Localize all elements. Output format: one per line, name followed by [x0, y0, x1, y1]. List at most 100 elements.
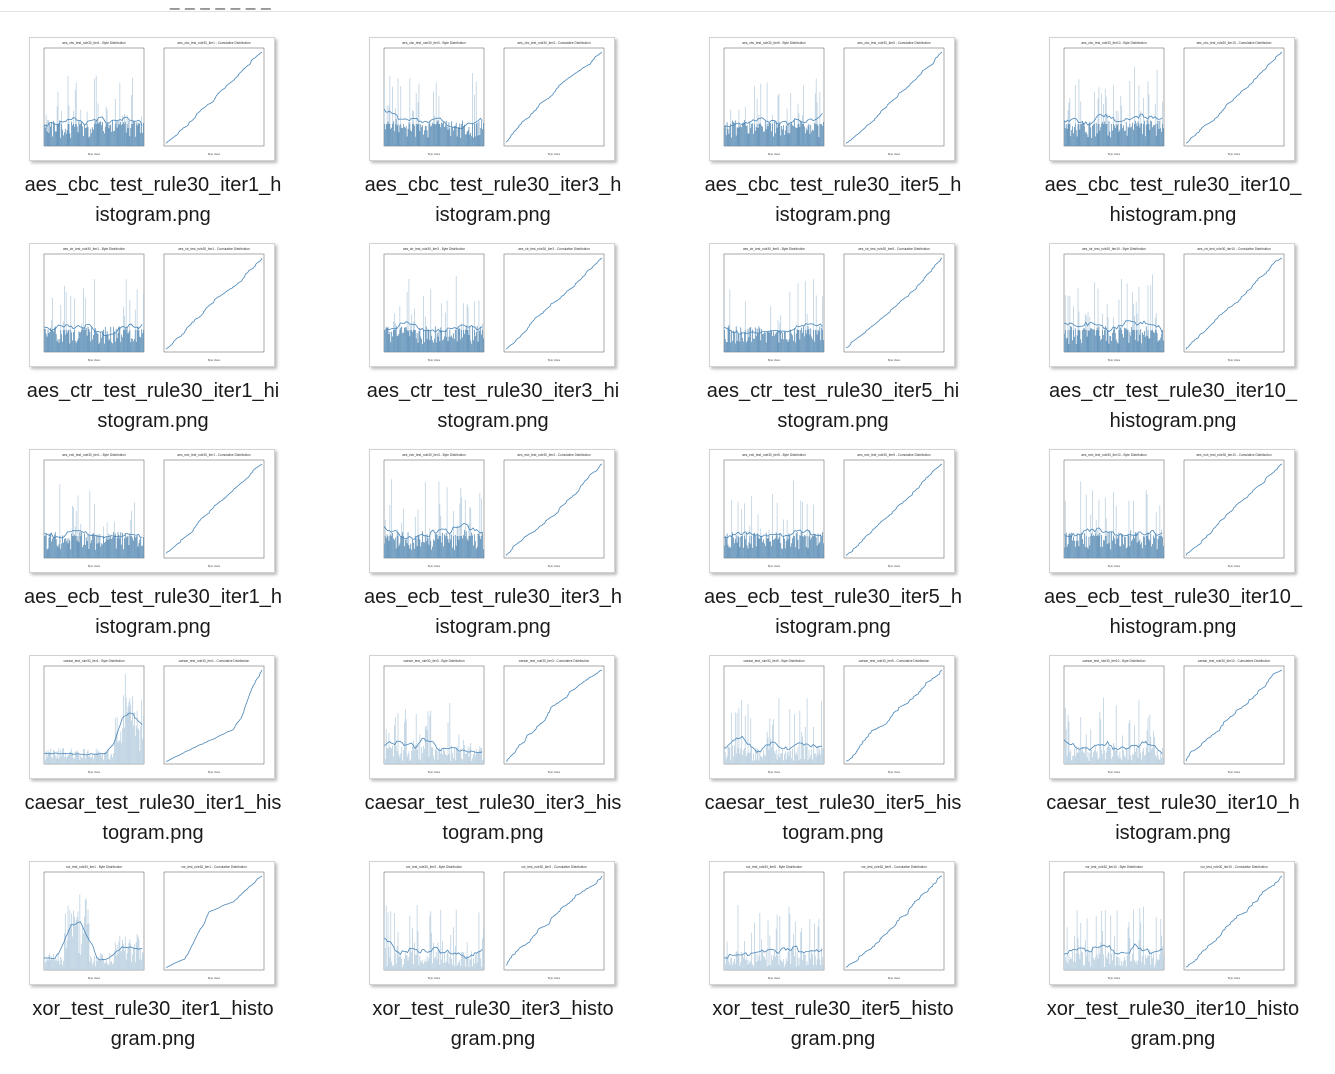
- thumbnail-image: caesar_test_rule30_iter3 - Byte Distribu…: [383, 659, 605, 774]
- file-item[interactable]: caesar_test_rule30_iter3 - Byte Distribu…: [340, 629, 630, 844]
- file-thumbnail[interactable]: aes_cbc_test_rule30_iter5 - Byte Distrib…: [709, 37, 955, 161]
- file-name-label[interactable]: caesar_test_rule30_iter5_his togram.png: [680, 788, 986, 848]
- file-thumbnail[interactable]: aes_ecb_test_rule30_iter3 - Byte Distrib…: [369, 449, 615, 573]
- left-x-axis-label: Byte Value: [88, 358, 101, 362]
- file-item[interactable]: xor_test_rule30_iter3 - Byte Distributio…: [340, 835, 630, 1050]
- cumulative-line: [505, 51, 603, 143]
- right-x-axis-label: Byte Value: [208, 770, 221, 774]
- file-item[interactable]: xor_test_rule30_iter5 - Byte Distributio…: [680, 835, 970, 1050]
- file-thumbnail[interactable]: aes_ecb_test_rule30_iter10 - Byte Distri…: [1049, 449, 1295, 573]
- file-name-label[interactable]: aes_ecb_test_rule30_iter3_h istogram.png: [340, 582, 646, 642]
- right-plot-title: caesar_test_rule30_iter5 - Cumulative Di…: [859, 659, 930, 663]
- file-thumbnail[interactable]: aes_ctr_test_rule30_iter1 - Byte Distrib…: [29, 243, 275, 367]
- left-plot-title: xor_test_rule30_iter5 - Byte Distributio…: [746, 865, 802, 869]
- cumulative-line: [1185, 463, 1283, 556]
- file-thumbnail[interactable]: aes_ctr_test_rule30_iter5 - Byte Distrib…: [709, 243, 955, 367]
- left-plot-title: aes_ctr_test_rule30_iter5 - Byte Distrib…: [743, 247, 805, 251]
- file-thumbnail[interactable]: xor_test_rule30_iter5 - Byte Distributio…: [709, 861, 955, 985]
- file-item[interactable]: aes_ctr_test_rule30_iter10 - Byte Distri…: [1020, 217, 1310, 432]
- file-thumbnail[interactable]: aes_cbc_test_rule30_iter1 - Byte Distrib…: [29, 37, 275, 161]
- thumbnail-image: aes_ctr_test_rule30_iter5 - Byte Distrib…: [723, 247, 945, 362]
- file-name-line-1: aes_cbc_test_rule30_iter10_: [1044, 174, 1302, 196]
- file-thumbnail[interactable]: aes_cbc_test_rule30_iter3 - Byte Distrib…: [369, 37, 615, 161]
- right-x-axis-label: Byte Value: [888, 770, 901, 774]
- cumulative-line: [1185, 51, 1283, 144]
- file-thumbnail[interactable]: aes_cbc_test_rule30_iter10 - Byte Distri…: [1049, 37, 1295, 161]
- file-name-line-1: xor_test_rule30_iter1_histo: [32, 998, 274, 1020]
- file-name-label[interactable]: caesar_test_rule30_iter10_h istogram.png: [1020, 788, 1326, 848]
- file-thumbnail[interactable]: aes_ctr_test_rule30_iter10 - Byte Distri…: [1049, 243, 1295, 367]
- file-item[interactable]: caesar_test_rule30_iter1 - Byte Distribu…: [0, 629, 290, 844]
- thumbnail-image: aes_ecb_test_rule30_iter1 - Byte Distrib…: [43, 453, 265, 568]
- file-name-label[interactable]: aes_ctr_test_rule30_iter10_ histogram.png: [1020, 376, 1326, 436]
- file-name-line-2: istogram.png: [95, 204, 211, 226]
- file-thumbnail[interactable]: aes_ecb_test_rule30_iter1 - Byte Distrib…: [29, 449, 275, 573]
- file-item[interactable]: aes_ctr_test_rule30_iter5 - Byte Distrib…: [680, 217, 970, 432]
- right-x-axis-label: Byte Value: [888, 358, 901, 362]
- left-x-axis-label: Byte Value: [428, 770, 441, 774]
- file-name-label[interactable]: aes_cbc_test_rule30_iter5_h istogram.png: [680, 170, 986, 230]
- file-thumbnail[interactable]: caesar_test_rule30_iter3 - Byte Distribu…: [369, 655, 615, 779]
- left-plot-title: caesar_test_rule30_iter10 - Byte Distrib…: [1083, 659, 1146, 663]
- file-name-line-1: caesar_test_rule30_iter1_his: [24, 792, 282, 814]
- file-name-label[interactable]: aes_cbc_test_rule30_iter10_ histogram.png: [1020, 170, 1326, 230]
- file-thumbnail[interactable]: caesar_test_rule30_iter10 - Byte Distrib…: [1049, 655, 1295, 779]
- file-name-line-2: istogram.png: [435, 204, 551, 226]
- file-item[interactable]: aes_ctr_test_rule30_iter1 - Byte Distrib…: [0, 217, 290, 432]
- file-thumbnail[interactable]: caesar_test_rule30_iter5 - Byte Distribu…: [709, 655, 955, 779]
- file-thumbnail[interactable]: caesar_test_rule30_iter1 - Byte Distribu…: [29, 655, 275, 779]
- thumbnail-image: caesar_test_rule30_iter10 - Byte Distrib…: [1063, 659, 1285, 774]
- file-name-label[interactable]: aes_ctr_test_rule30_iter3_hi stogram.png: [340, 376, 646, 436]
- right-x-axis-label: Byte Value: [548, 976, 561, 980]
- file-thumbnail[interactable]: aes_ctr_test_rule30_iter3 - Byte Distrib…: [369, 243, 615, 367]
- density-curve: [723, 113, 823, 128]
- file-item[interactable]: aes_cbc_test_rule30_iter3 - Byte Distrib…: [340, 11, 630, 226]
- file-item[interactable]: caesar_test_rule30_iter10 - Byte Distrib…: [1020, 629, 1310, 844]
- file-name-line-2: istogram.png: [95, 616, 211, 638]
- file-item[interactable]: aes_ecb_test_rule30_iter10 - Byte Distri…: [1020, 423, 1310, 638]
- file-name-label[interactable]: aes_ecb_test_rule30_iter10_ histogram.png: [1020, 582, 1326, 642]
- file-name-label[interactable]: caesar_test_rule30_iter3_his togram.png: [340, 788, 646, 848]
- left-x-axis-label: Byte Value: [88, 152, 101, 156]
- file-item[interactable]: aes_ctr_test_rule30_iter3 - Byte Distrib…: [340, 217, 630, 432]
- cumulative-line: [845, 875, 943, 968]
- file-item[interactable]: aes_cbc_test_rule30_iter10 - Byte Distri…: [1020, 11, 1310, 226]
- file-thumbnail[interactable]: aes_ecb_test_rule30_iter5 - Byte Distrib…: [709, 449, 955, 573]
- file-thumbnail[interactable]: xor_test_rule30_iter3 - Byte Distributio…: [369, 861, 615, 985]
- file-name-label[interactable]: aes_ecb_test_rule30_iter1_h istogram.png: [0, 582, 306, 642]
- file-name-line-1: caesar_test_rule30_iter10_h: [1046, 792, 1300, 814]
- file-item[interactable]: aes_ecb_test_rule30_iter1 - Byte Distrib…: [0, 423, 290, 638]
- density-curve: [383, 523, 483, 540]
- file-item[interactable]: aes_ecb_test_rule30_iter5 - Byte Distrib…: [680, 423, 970, 638]
- histogram-bars: [44, 279, 144, 352]
- right-plot-title: aes_ecb_test_rule30_iter1 - Cumulative D…: [177, 453, 250, 457]
- cumulative-line: [845, 51, 943, 144]
- file-name-label[interactable]: xor_test_rule30_iter1_histo gram.png: [0, 994, 306, 1054]
- file-thumbnail[interactable]: xor_test_rule30_iter10 - Byte Distributi…: [1049, 861, 1295, 985]
- file-name-label[interactable]: aes_cbc_test_rule30_iter1_h istogram.png: [0, 170, 306, 230]
- file-name-label[interactable]: xor_test_rule30_iter10_histo gram.png: [1020, 994, 1326, 1054]
- left-plot-title: aes_cbc_test_rule30_iter3 - Byte Distrib…: [402, 41, 466, 45]
- file-thumbnail[interactable]: xor_test_rule30_iter1 - Byte Distributio…: [29, 861, 275, 985]
- file-name-label[interactable]: xor_test_rule30_iter5_histo gram.png: [680, 994, 986, 1054]
- right-plot-frame: [163, 47, 265, 147]
- left-x-axis-label: Byte Value: [88, 976, 101, 980]
- file-item[interactable]: aes_ecb_test_rule30_iter3 - Byte Distrib…: [340, 423, 630, 638]
- cumulative-line: [505, 257, 603, 350]
- file-item[interactable]: xor_test_rule30_iter10 - Byte Distributi…: [1020, 835, 1310, 1050]
- file-item[interactable]: aes_cbc_test_rule30_iter1 - Byte Distrib…: [0, 11, 290, 226]
- left-plot-title: aes_ecb_test_rule30_iter5 - Byte Distrib…: [742, 453, 806, 457]
- file-name-label[interactable]: xor_test_rule30_iter3_histo gram.png: [340, 994, 646, 1054]
- file-item[interactable]: aes_cbc_test_rule30_iter5 - Byte Distrib…: [680, 11, 970, 226]
- file-name-label[interactable]: aes_ctr_test_rule30_iter5_hi stogram.png: [680, 376, 986, 436]
- file-name-line-1: xor_test_rule30_iter3_histo: [372, 998, 614, 1020]
- density-curve: [723, 529, 823, 539]
- file-item[interactable]: caesar_test_rule30_iter5 - Byte Distribu…: [680, 629, 970, 844]
- file-name-label[interactable]: aes_ctr_test_rule30_iter1_hi stogram.png: [0, 376, 306, 436]
- file-name-label[interactable]: caesar_test_rule30_iter1_his togram.png: [0, 788, 306, 848]
- left-plot-title: aes_cbc_test_rule30_iter10 - Byte Distri…: [1081, 41, 1146, 45]
- file-item[interactable]: xor_test_rule30_iter1 - Byte Distributio…: [0, 835, 290, 1050]
- file-name-line-2: gram.png: [1130, 1028, 1216, 1050]
- file-name-label[interactable]: aes_ecb_test_rule30_iter5_h istogram.png: [680, 582, 986, 642]
- file-name-label[interactable]: aes_cbc_test_rule30_iter3_h istogram.png: [340, 170, 646, 230]
